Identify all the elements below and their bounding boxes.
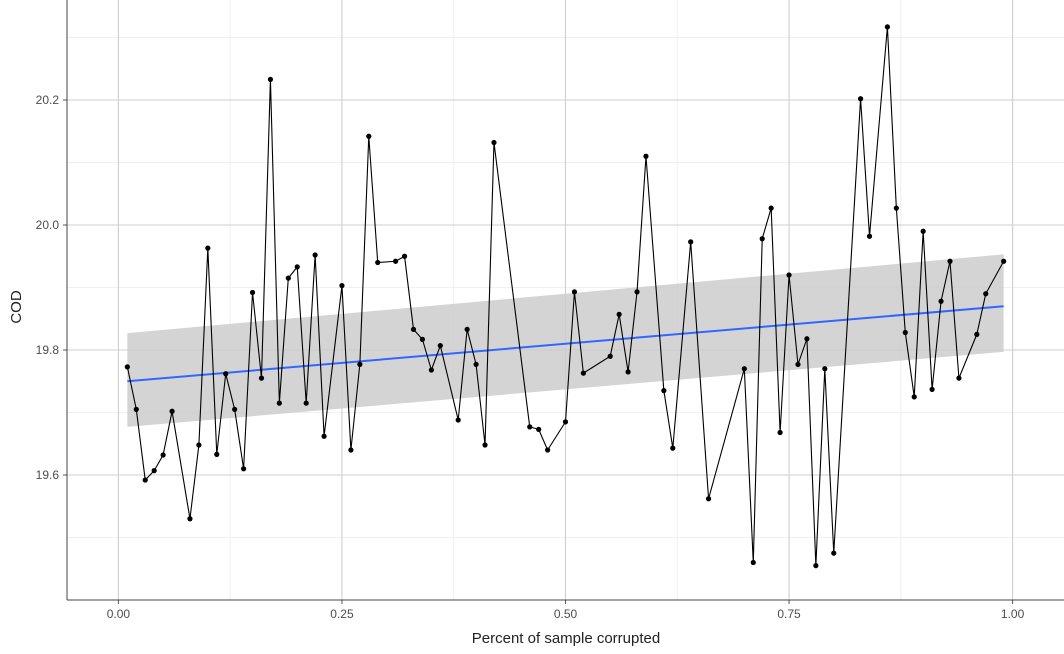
data-point: [741, 366, 747, 372]
data-point: [929, 386, 935, 392]
data-point: [339, 283, 345, 289]
data-point: [974, 331, 980, 337]
data-point: [482, 442, 488, 448]
data-point: [267, 76, 274, 82]
data-point: [285, 275, 291, 281]
data-point: [419, 336, 426, 342]
data-point: [804, 336, 810, 342]
x-tick-label: 0.75: [777, 607, 801, 621]
data-point: [634, 289, 640, 295]
data-point: [223, 371, 229, 377]
data-point: [831, 550, 837, 556]
data-point: [187, 516, 193, 522]
data-point: [169, 408, 175, 414]
data-point: [670, 445, 676, 451]
y-tick-label: 20.0: [36, 218, 60, 232]
data-point: [777, 429, 783, 436]
y-tick-label: 19.8: [36, 343, 60, 357]
data-point: [956, 375, 962, 381]
data-point: [294, 264, 300, 270]
data-point: [866, 233, 873, 239]
x-axis-title: Percent of sample corrupted: [472, 630, 660, 647]
data-point: [473, 361, 479, 367]
x-tick-label: 0.50: [554, 607, 578, 621]
data-point: [401, 253, 408, 259]
y-tick-label: 19.6: [36, 468, 60, 482]
data-point: [160, 452, 166, 458]
data-point: [938, 298, 944, 304]
data-point: [491, 139, 497, 146]
data-point: [580, 370, 586, 376]
data-point: [545, 447, 551, 453]
x-tick-label: 0.25: [330, 607, 354, 621]
data-point: [759, 236, 765, 242]
series-line: [126, 26, 1005, 567]
data-point: [196, 442, 202, 448]
data-point: [562, 419, 569, 425]
data-point: [616, 311, 622, 317]
data-point: [705, 496, 712, 502]
axis-layer: 0.00 0.25 0.50 0.75 1.00 19.6 19.8 20.0 20.2: [36, 0, 1064, 621]
data-point: [920, 228, 926, 234]
data-point: [813, 563, 819, 569]
data-point: [464, 326, 470, 332]
data-series-layer: [124, 24, 1007, 569]
data-point: [571, 289, 578, 295]
x-tick-label: 0.00: [107, 607, 131, 621]
data-point: [276, 400, 282, 406]
data-point: [393, 258, 399, 264]
y-axis-title: COD: [8, 290, 25, 324]
confidence-ribbon-layer: [127, 254, 1004, 427]
data-point: [240, 466, 247, 472]
data-point: [1001, 258, 1007, 264]
confidence-ribbon: [127, 254, 1004, 427]
data-point: [428, 367, 434, 373]
data-point: [151, 468, 157, 474]
data-point: [527, 424, 533, 430]
data-point: [857, 96, 864, 102]
data-point: [258, 375, 265, 381]
data-point: [750, 559, 756, 566]
data-point: [911, 394, 917, 400]
data-point: [124, 364, 130, 370]
data-point: [357, 361, 363, 367]
data-point: [249, 289, 256, 296]
data-point: [786, 272, 792, 278]
trend-line: [127, 305, 1004, 383]
data-point: [795, 361, 801, 367]
data-point: [625, 369, 631, 375]
data-point: [884, 24, 891, 30]
data-point: [375, 259, 381, 266]
data-point: [142, 477, 148, 483]
data-point: [947, 258, 953, 264]
data-point: [232, 406, 238, 412]
data-point: [348, 447, 354, 453]
trend-line-layer: [127, 305, 1004, 383]
data-point: [133, 406, 139, 412]
data-point: [366, 133, 372, 139]
data-point: [983, 291, 989, 297]
data-point: [303, 400, 309, 406]
y-tick-label: 20.2: [36, 93, 60, 107]
data-point: [607, 353, 613, 359]
data-point: [893, 205, 899, 211]
data-point: [205, 245, 211, 251]
x-tick-label: 1.00: [1001, 607, 1025, 621]
data-point: [536, 426, 542, 432]
data-point: [661, 388, 667, 394]
data-point: [902, 329, 908, 336]
data-point: [321, 433, 327, 439]
data-point: [768, 205, 774, 211]
data-point: [688, 239, 694, 245]
data-point: [410, 326, 417, 332]
data-point: [455, 417, 461, 423]
data-point: [643, 153, 649, 159]
data-point: [822, 366, 828, 372]
data-point: [437, 343, 443, 349]
data-point: [214, 451, 220, 457]
data-point: [312, 252, 318, 258]
